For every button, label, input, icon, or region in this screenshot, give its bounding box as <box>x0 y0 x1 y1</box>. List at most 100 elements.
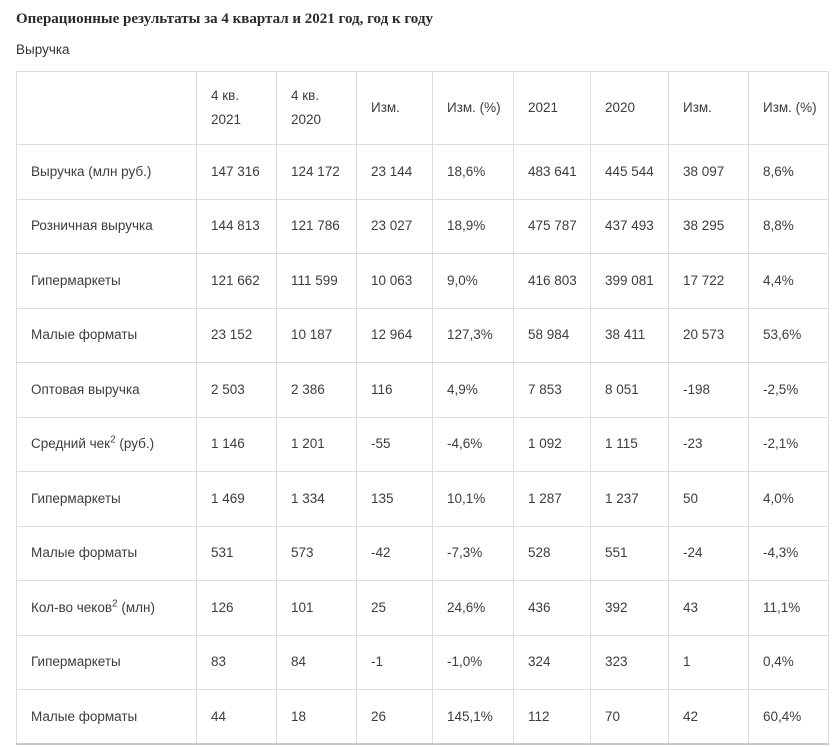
value-cell: 18 <box>276 689 357 745</box>
column-header: 4 кв. 2020 <box>276 71 357 145</box>
footnote-superscript: 2 <box>110 434 116 446</box>
row-label-cell: Малые форматы <box>16 525 197 581</box>
row-label: Малые форматы <box>31 708 138 724</box>
value-cell: 436 <box>513 580 591 636</box>
value-cell: 83 <box>196 634 277 690</box>
value-cell: 10 063 <box>356 253 433 309</box>
value-cell: -2,5% <box>748 362 829 418</box>
row-label-cell: Выручка (млн руб.) <box>16 144 197 200</box>
value-cell: 50 <box>668 471 749 527</box>
value-cell: 2 503 <box>196 362 277 418</box>
value-cell: 26 <box>356 689 433 745</box>
value-cell: 9,0% <box>432 253 514 309</box>
row-label-cell: Малые форматы <box>16 689 197 745</box>
value-cell: 53,6% <box>748 307 829 363</box>
column-header: 2021 <box>513 71 591 145</box>
row-label: Розничная выручка <box>31 218 153 234</box>
row-label-cell: Гипермаркеты <box>16 634 197 690</box>
value-cell: 445 544 <box>590 144 669 200</box>
value-cell: 8,8% <box>748 198 829 254</box>
row-label-suffix: (млн) <box>117 599 155 615</box>
value-cell: 44 <box>196 689 277 745</box>
value-cell: 399 081 <box>590 253 669 309</box>
value-cell: -4,3% <box>748 525 829 581</box>
column-header: 2020 <box>590 71 669 145</box>
value-cell: 145,1% <box>432 689 514 745</box>
value-cell: 1 469 <box>196 471 277 527</box>
value-cell: 121 786 <box>276 198 357 254</box>
value-cell: 111 599 <box>276 253 357 309</box>
value-cell: -7,3% <box>432 525 514 581</box>
table-row: Кол-во чеков2 (млн) 126 101 25 24,6% 436 392 43… <box>16 580 829 636</box>
value-cell: 23 152 <box>196 307 277 363</box>
value-cell: 1 092 <box>513 416 591 472</box>
value-cell: 2 386 <box>276 362 357 418</box>
value-cell: 58 984 <box>513 307 591 363</box>
value-cell: 127,3% <box>432 307 514 363</box>
value-cell: 112 <box>513 689 591 745</box>
value-cell: 121 662 <box>196 253 277 309</box>
value-cell: 8,6% <box>748 144 829 200</box>
row-label-cell: Малые форматы <box>16 307 197 363</box>
value-cell: 551 <box>590 525 669 581</box>
column-header: Изм. (%) <box>748 71 829 145</box>
value-cell: 10,1% <box>432 471 514 527</box>
value-cell: 323 <box>590 634 669 690</box>
row-label-cell: Гипермаркеты <box>16 253 197 309</box>
value-cell: 147 316 <box>196 144 277 200</box>
value-cell: 42 <box>668 689 749 745</box>
value-cell: 24,6% <box>432 580 514 636</box>
table-row: Выручка (млн руб.) 147 316 124 172 23 144 18… <box>16 144 829 200</box>
row-label-suffix: (руб.) <box>115 436 155 452</box>
results-table: 4 кв. 2021 4 кв. 2020 Изм. Изм. (%) 2021 2020… <box>16 71 829 745</box>
value-cell: -1,0% <box>432 634 514 690</box>
value-cell: -2,1% <box>748 416 829 472</box>
value-cell: 38 411 <box>590 307 669 363</box>
value-cell: 43 <box>668 580 749 636</box>
column-header: Изм. <box>668 71 749 145</box>
row-label-cell: Гипермаркеты <box>16 471 197 527</box>
value-cell: -4,6% <box>432 416 514 472</box>
table-row: Гипермаркеты 83 84 -1 -1,0% 324 323 1 0,4% <box>16 634 829 690</box>
row-label-cell: Розничная выручка <box>16 198 197 254</box>
value-cell: -24 <box>668 525 749 581</box>
value-cell: 126 <box>196 580 277 636</box>
row-label: Кол-во чеков <box>31 599 113 615</box>
table-row: Малые форматы 23 152 10 187 12 964 127,3% 58 … <box>16 307 829 363</box>
value-cell: 324 <box>513 634 591 690</box>
value-cell: 483 641 <box>513 144 591 200</box>
row-label: Гипермаркеты <box>31 654 121 670</box>
column-header: 4 кв. 2021 <box>196 71 277 145</box>
value-cell: 135 <box>356 471 433 527</box>
value-cell: 1 146 <box>196 416 277 472</box>
value-cell: 18,6% <box>432 144 514 200</box>
table-row: Малые форматы 531 573 -42 -7,3% 528 551 -24 -4,3… <box>16 525 829 581</box>
value-cell: 392 <box>590 580 669 636</box>
value-cell: 116 <box>356 362 433 418</box>
value-cell: 4,0% <box>748 471 829 527</box>
value-cell: -55 <box>356 416 433 472</box>
value-cell: 17 722 <box>668 253 749 309</box>
value-cell: 1 201 <box>276 416 357 472</box>
value-cell: -23 <box>668 416 749 472</box>
value-cell: -198 <box>668 362 749 418</box>
row-label: Гипермаркеты <box>31 272 121 288</box>
value-cell: 70 <box>590 689 669 745</box>
value-cell: -1 <box>356 634 433 690</box>
value-cell: 1 287 <box>513 471 591 527</box>
column-header: Изм. (%) <box>432 71 514 145</box>
row-label: Средний чек <box>31 436 111 452</box>
value-cell: 38 097 <box>668 144 749 200</box>
value-cell: 437 493 <box>590 198 669 254</box>
value-cell: 25 <box>356 580 433 636</box>
table-row: Гипермаркеты 1 469 1 334 135 10,1% 1 287 1 237… <box>16 471 829 527</box>
value-cell: 23 144 <box>356 144 433 200</box>
header-row: 4 кв. 2021 4 кв. 2020 Изм. Изм. (%) 2021 2020… <box>16 71 829 145</box>
value-cell: 60,4% <box>748 689 829 745</box>
page-title: Операционные результаты за 4 квартал и 2… <box>16 11 433 27</box>
row-label-cell: Кол-во чеков2 (млн) <box>16 580 197 636</box>
value-cell: -42 <box>356 525 433 581</box>
table-row: Малые форматы 44 18 26 145,1% 112 70 42 60,4% <box>16 689 829 745</box>
value-cell: 573 <box>276 525 357 581</box>
value-cell: 144 813 <box>196 198 277 254</box>
